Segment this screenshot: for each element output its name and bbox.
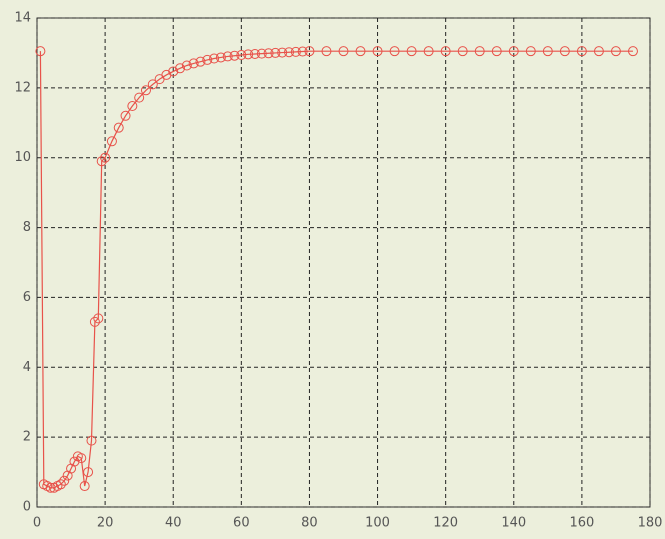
x-tick-label: 60 — [233, 516, 250, 531]
plot-area — [37, 18, 650, 507]
y-tick-label: 14 — [14, 11, 31, 26]
y-tick-label: 6 — [23, 290, 31, 305]
x-tick-label: 120 — [433, 516, 458, 531]
y-tick-label: 12 — [14, 80, 31, 95]
x-tick-label: 140 — [501, 516, 526, 531]
y-tick-label: 8 — [23, 220, 31, 235]
x-tick-label: 160 — [569, 516, 594, 531]
x-tick-label: 40 — [165, 516, 182, 531]
x-tick-label: 80 — [301, 516, 318, 531]
x-tick-label: 100 — [365, 516, 390, 531]
y-tick-label: 10 — [14, 150, 31, 165]
y-tick-label: 2 — [23, 430, 31, 445]
y-tick-label: 4 — [23, 360, 31, 375]
y-tick-label: 0 — [23, 500, 31, 515]
x-tick-label: 0 — [33, 516, 41, 531]
chart: 02468101214020406080100120140160180 — [0, 0, 665, 535]
x-tick-label: 20 — [97, 516, 114, 531]
x-tick-label: 180 — [638, 516, 663, 531]
